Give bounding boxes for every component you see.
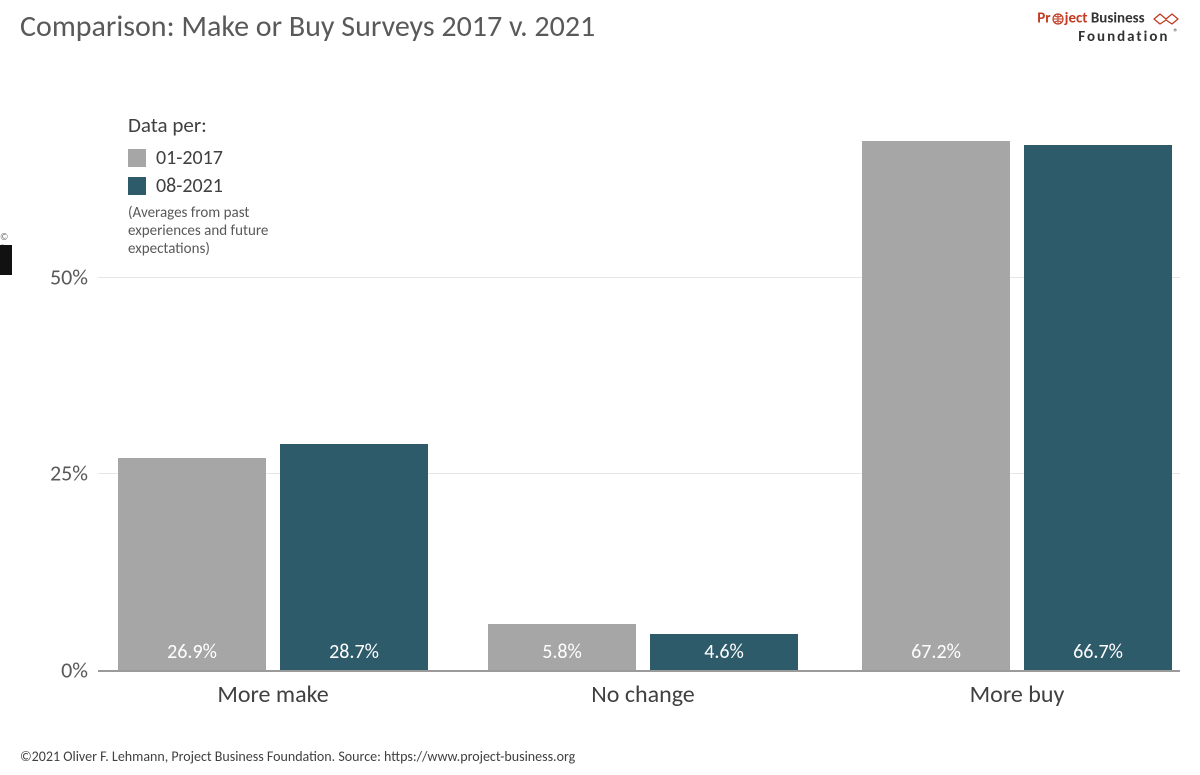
bar: 4.6% <box>650 634 798 670</box>
brand-logo: Prject Business Foundation ® <box>1037 10 1180 45</box>
bar: 26.9% <box>118 458 266 670</box>
legend-item: 01-2017 <box>128 146 278 170</box>
handshake-icon <box>1152 10 1180 28</box>
legend-title: Data per: <box>128 112 278 138</box>
bar: 28.7% <box>280 444 428 670</box>
y-axis-tick-label: 0% <box>8 657 88 684</box>
logo-text-1b: ject <box>1065 10 1088 28</box>
bar-value-label: 5.8% <box>542 640 582 664</box>
gridline <box>98 277 1180 278</box>
x-axis-category-label: No change <box>591 680 694 709</box>
bar-value-label: 28.7% <box>329 640 379 664</box>
bar: 67.2% <box>862 141 1010 670</box>
logo-text-3: Foundation <box>1078 28 1169 46</box>
copyright-text: ©2021 Oliver F. Lehmann, Project Busines… <box>20 748 575 765</box>
logo-registered: ® <box>1173 27 1180 38</box>
bar-value-label: 26.9% <box>167 640 217 664</box>
bar: 66.7% <box>1024 145 1172 670</box>
legend-swatch <box>128 149 146 167</box>
chart-title: Comparison: Make or Buy Surveys 2017 v. … <box>20 8 595 45</box>
x-axis-category-label: More make <box>217 680 328 709</box>
legend: Data per: 01-2017 08-2021 (Averages from… <box>128 112 278 258</box>
globe-icon <box>1052 13 1064 25</box>
bar-value-label: 67.2% <box>911 640 961 664</box>
bar: 5.8% <box>488 624 636 670</box>
legend-note: (Averages from past experiences and futu… <box>128 204 278 258</box>
bar-value-label: 66.7% <box>1073 640 1123 664</box>
bar-value-label: 4.6% <box>704 640 744 664</box>
x-axis-category-label: More buy <box>970 680 1065 709</box>
logo-text-1a: Pr <box>1037 10 1050 28</box>
legend-label: 01-2017 <box>156 146 223 170</box>
legend-item: 08-2021 <box>128 174 278 198</box>
legend-swatch <box>128 177 146 195</box>
y-axis-tick-label: 50% <box>8 263 88 290</box>
y-axis-tick-label: 25% <box>8 460 88 487</box>
legend-label: 08-2021 <box>156 174 223 198</box>
logo-text-2: Business <box>1091 10 1145 28</box>
